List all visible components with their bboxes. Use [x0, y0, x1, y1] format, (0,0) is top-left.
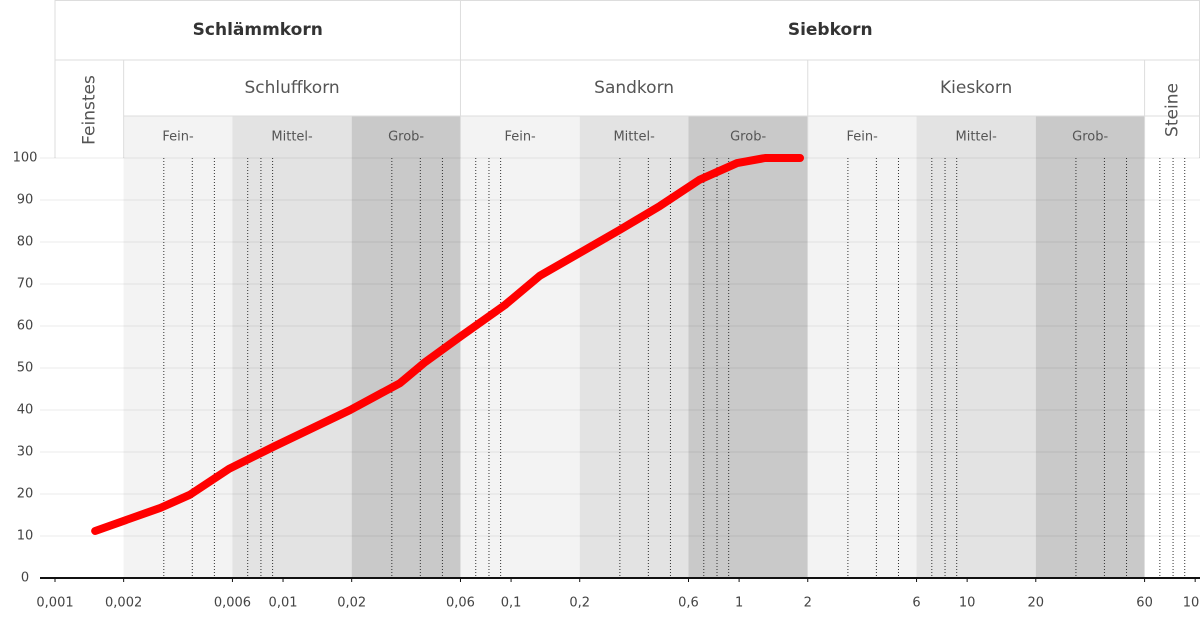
x-tick-label: 100 — [1183, 596, 1200, 611]
x-tick-label: 0,01 — [269, 596, 298, 611]
class-label: Steine — [1162, 83, 1182, 137]
band — [807, 116, 917, 578]
band — [688, 116, 808, 578]
band-label: Mittel- — [271, 130, 313, 145]
band-label: Grob- — [730, 130, 766, 145]
band-label: Fein- — [846, 130, 878, 145]
class-label: Schluffkorn — [244, 78, 339, 98]
band-label: Grob- — [1072, 130, 1108, 145]
x-tick-label: 0,02 — [337, 596, 366, 611]
band-label: Fein- — [504, 130, 536, 145]
x-tick-label: 2 — [804, 596, 812, 611]
class-label: Feinstes — [79, 75, 99, 145]
group-label: Schlämmkorn — [193, 20, 323, 40]
y-tick-label: 30 — [17, 445, 34, 460]
group-label: Siebkorn — [788, 20, 873, 40]
x-tick-label: 20 — [1028, 596, 1045, 611]
band — [579, 116, 689, 578]
band — [460, 116, 580, 578]
curve — [91, 154, 805, 535]
y-tick-label: 80 — [17, 235, 34, 250]
band — [1035, 116, 1145, 578]
y-tick-label: 90 — [17, 193, 34, 208]
y-tick-label: 0 — [21, 571, 29, 586]
band-label: Mittel- — [613, 130, 655, 145]
x-tick-label: 60 — [1136, 596, 1153, 611]
y-tick-label: 10 — [17, 529, 34, 544]
x-tick-label: 0,006 — [214, 596, 251, 611]
band-label: Mittel- — [955, 130, 997, 145]
y-tick-label: 50 — [17, 361, 34, 376]
band-label: Fein- — [162, 130, 194, 145]
x-tick-label: 0,2 — [569, 596, 590, 611]
y-tick-label: 70 — [17, 277, 34, 292]
x-tick-label: 0,002 — [105, 596, 142, 611]
x-tick-label: 1 — [735, 596, 743, 611]
band-label: Grob- — [388, 130, 424, 145]
class-label: Kieskorn — [940, 78, 1012, 98]
band — [916, 116, 1036, 578]
band — [232, 116, 352, 578]
y-tick-label: 60 — [17, 319, 34, 334]
x-tick-label: 0,06 — [446, 596, 475, 611]
y-tick-label: 100 — [13, 151, 38, 166]
x-tick-label: 6 — [912, 596, 920, 611]
class-label: Sandkorn — [594, 78, 674, 98]
x-tick-label: 0,1 — [501, 596, 522, 611]
y-tick-label: 20 — [17, 487, 34, 502]
x-tick-label: 10 — [959, 596, 976, 611]
y-tick-label: 40 — [17, 403, 34, 418]
x-tick-label: 0,001 — [36, 596, 73, 611]
band — [123, 116, 233, 578]
x-tick-label: 0,6 — [678, 596, 699, 611]
